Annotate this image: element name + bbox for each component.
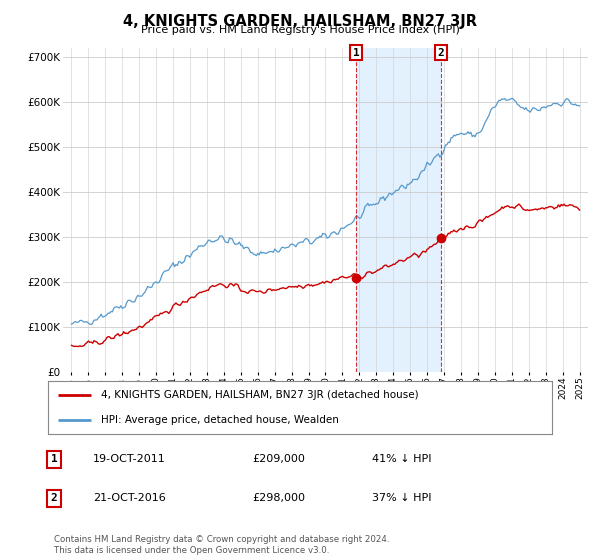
Text: 19-OCT-2011: 19-OCT-2011 [93, 454, 166, 464]
Text: 21-OCT-2016: 21-OCT-2016 [93, 493, 166, 503]
Text: 1: 1 [50, 454, 58, 464]
Bar [356, 48, 440, 372]
Text: £209,000: £209,000 [252, 454, 305, 464]
Text: 2: 2 [437, 48, 444, 58]
Text: 1: 1 [353, 48, 359, 58]
Text: £298,000: £298,000 [252, 493, 305, 503]
Text: This data is licensed under the Open Government Licence v3.0.: This data is licensed under the Open Gov… [54, 546, 329, 555]
Text: 4, KNIGHTS GARDEN, HAILSHAM, BN27 3JR (detached house): 4, KNIGHTS GARDEN, HAILSHAM, BN27 3JR (d… [101, 390, 419, 400]
Text: 2: 2 [50, 493, 58, 503]
Text: 41% ↓ HPI: 41% ↓ HPI [372, 454, 431, 464]
Text: Price paid vs. HM Land Registry's House Price Index (HPI): Price paid vs. HM Land Registry's House … [140, 25, 460, 35]
Text: 4, KNIGHTS GARDEN, HAILSHAM, BN27 3JR: 4, KNIGHTS GARDEN, HAILSHAM, BN27 3JR [123, 14, 477, 29]
Text: Contains HM Land Registry data © Crown copyright and database right 2024.: Contains HM Land Registry data © Crown c… [54, 535, 389, 544]
Text: HPI: Average price, detached house, Wealden: HPI: Average price, detached house, Weal… [101, 414, 339, 424]
Text: 37% ↓ HPI: 37% ↓ HPI [372, 493, 431, 503]
